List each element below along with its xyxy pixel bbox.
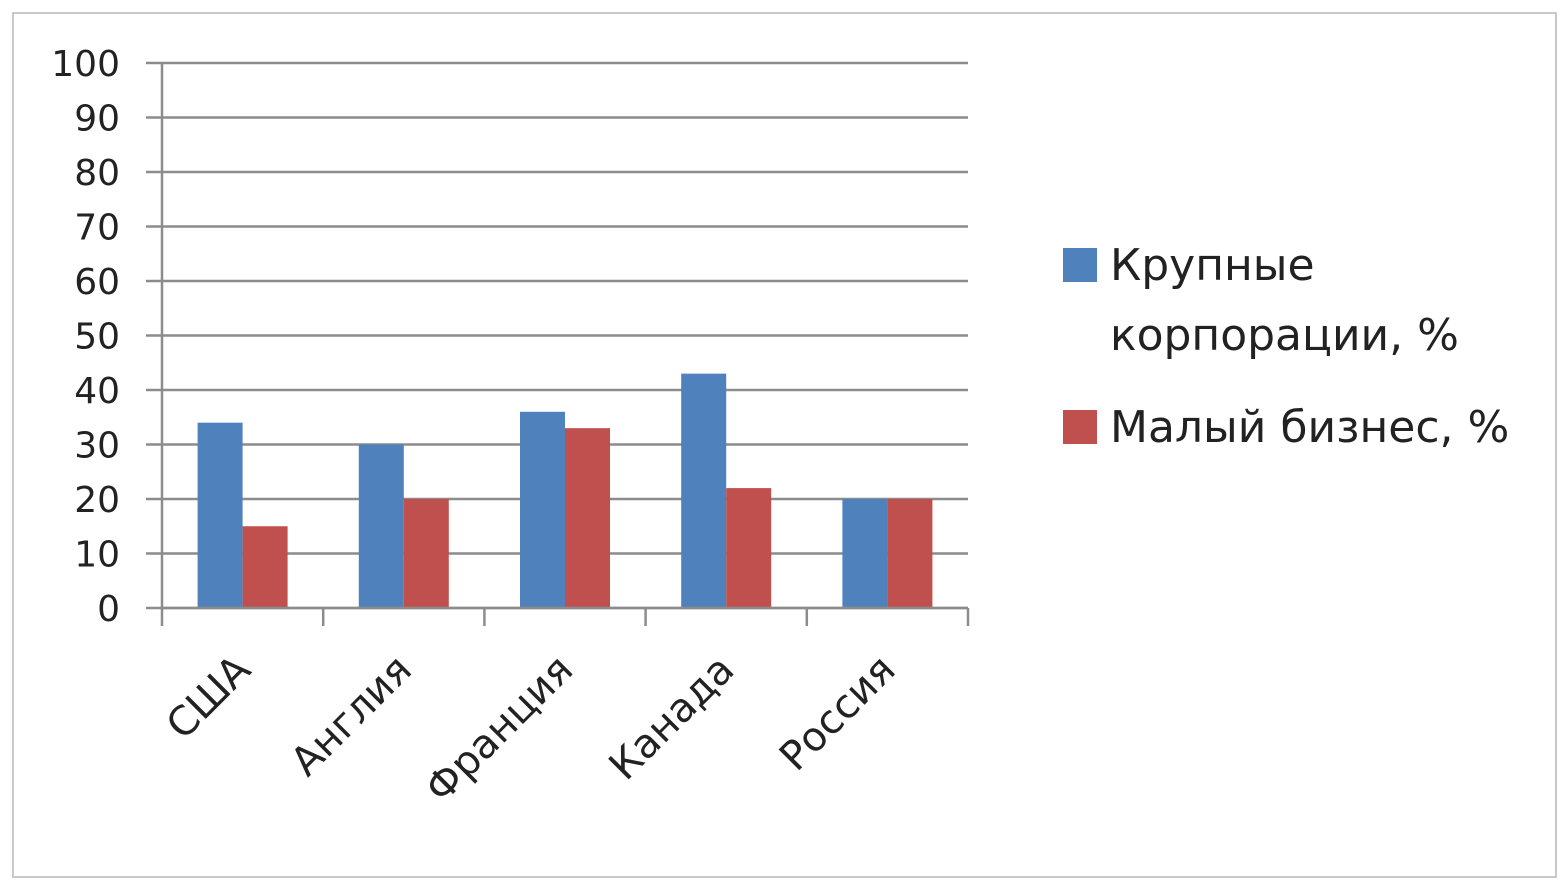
legend-swatch-1 (1063, 410, 1097, 444)
y-tick-label-20: 20 (74, 480, 120, 521)
x-category-label-0: США (158, 646, 260, 748)
y-tick-label-30: 30 (74, 426, 120, 467)
bar-large-corp-0 (197, 422, 243, 608)
y-axis: 0 10 20 30 40 50 60 70 80 90 100 (51, 44, 164, 630)
bar-large-corp-4 (842, 499, 888, 608)
bar-small-biz-2 (565, 428, 610, 608)
x-category-label-3: Канада (601, 647, 744, 790)
y-tick-label-90: 90 (74, 99, 120, 140)
bar-large-corp-2 (520, 411, 565, 608)
y-tick-label-50: 50 (74, 317, 120, 358)
bar-small-biz-0 (242, 526, 288, 608)
legend-label-0-1: корпорации, % (1110, 310, 1459, 361)
y-tick-label-0: 0 (97, 589, 120, 630)
bar-small-biz-4 (887, 499, 933, 608)
y-tick-label-100: 100 (51, 44, 120, 85)
y-tick-label-40: 40 (74, 371, 120, 412)
y-tick-label-10: 10 (74, 535, 120, 576)
x-category-label-1: Англия (282, 647, 421, 786)
legend-label-1-0: Малый бизнес, % (1110, 402, 1509, 453)
bars (197, 373, 933, 608)
x-category-label-4: Россия (771, 647, 904, 780)
bar-large-corp-1 (358, 444, 404, 608)
y-tick-label-70: 70 (74, 208, 120, 249)
y-tick-label-60: 60 (74, 262, 120, 303)
x-category-label-2: Франция (417, 647, 582, 812)
bar-small-biz-3 (726, 488, 772, 608)
bar-small-biz-1 (403, 499, 449, 608)
legend-swatch-0 (1063, 248, 1097, 282)
bar-large-corp-3 (681, 373, 727, 608)
legend: Крупные корпорации, % Малый бизнес, % (1063, 240, 1509, 453)
legend-label-0-0: Крупные (1110, 240, 1315, 291)
y-tick-label-80: 80 (74, 153, 120, 194)
